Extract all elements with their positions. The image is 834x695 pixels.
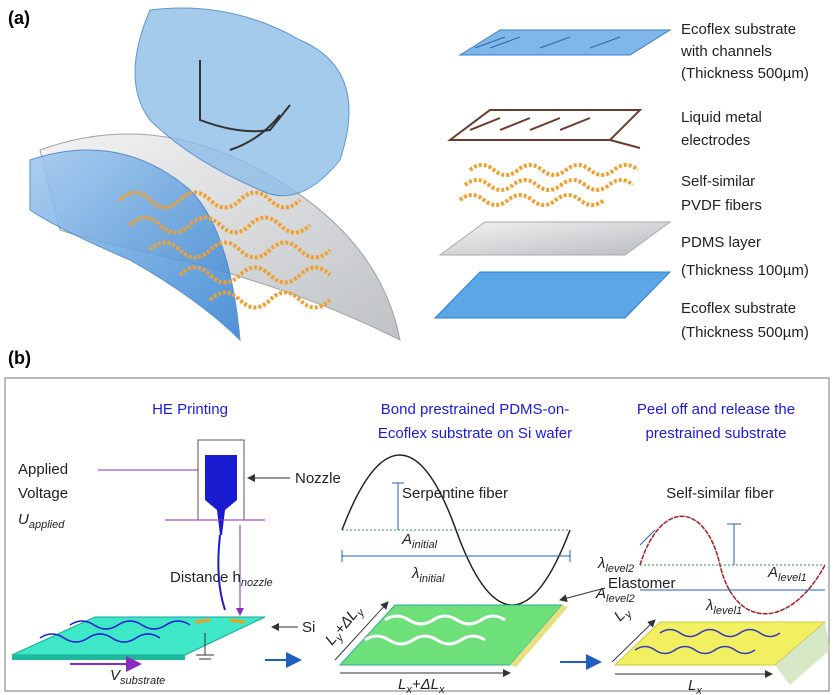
release-drawing [612,516,830,685]
layer-label: Ecoflex substrate [681,300,796,317]
label-main: λ [597,555,605,572]
label: Vsubstrate [110,667,165,687]
label-main: λ [411,565,419,582]
device-illustration [30,8,400,340]
panel-label: (a) [8,8,30,28]
label-main: L [688,677,696,694]
step-title: Ecoflex substrate on Si wafer [378,425,572,442]
label: Distance hnozzle [170,569,273,589]
panel-label: (b) [8,348,31,368]
label-sub: initial [412,539,438,551]
label: Si [302,619,315,636]
label-sub: level2 [605,563,634,575]
label-sub: initial [419,573,445,585]
layer-label: PVDF fibers [681,197,762,214]
label: λlevel1 [705,597,742,617]
step-title: HE Printing [152,401,228,418]
label: Elastomer [608,575,676,592]
label-sub: x [438,684,445,695]
label: λinitial [411,565,445,585]
label: λlevel2 [597,555,634,575]
label-main: Distance h [170,569,241,586]
label: Lx+ΔLx [398,676,445,695]
label: Ainitial [401,531,438,551]
step-title: Bond prestrained PDMS-on- [381,401,569,418]
layer-labels: Ecoflex substrate with channels (Thickne… [680,21,809,341]
label: Uapplied [18,511,65,531]
page: (a) Ecoflex substrate with channels (Thi… [0,0,834,695]
label-sub: substrate [120,675,165,687]
layer-label: Liquid metal [681,109,762,126]
layer-label: Self-similar [681,173,755,190]
label-main: A [401,531,412,548]
label: Serpentine fiber [402,485,508,502]
label: Applied [18,461,68,478]
layer-label: PDMS layer [681,234,761,251]
label-main: A [595,585,606,602]
label: Alevel1 [767,564,807,584]
label-sub: x [695,685,702,695]
layer-label: Ecoflex substrate [681,21,796,38]
layer-label: (Thickness 500µm) [681,324,809,341]
layer-stack [435,30,670,318]
label-main: U [18,511,29,528]
label-sub: nozzle [241,577,273,589]
layer-label: electrodes [681,132,750,149]
label: Self-similar fiber [666,485,774,502]
label-main: +ΔL [412,676,439,693]
layer-label: (Thickness 100µm) [681,262,809,279]
step-title: prestrained substrate [646,425,787,442]
label-sub: level1 [713,605,742,617]
label-sub: level1 [778,572,807,584]
step-title: Peel off and release the [637,401,795,418]
label: Voltage [18,485,68,502]
label-sub: level2 [606,593,635,605]
label-sub: applied [29,519,65,531]
label-main: λ [705,597,713,614]
label: Lx [688,677,702,695]
layer-label: (Thickness 500µm) [681,65,809,82]
label-main: L [398,676,406,693]
figure: (a) Ecoflex substrate with channels (Thi… [0,0,834,695]
label: Nozzle [295,470,341,487]
label: Ly [611,602,636,627]
layer-label: with channels [680,43,772,60]
label-main: A [767,564,778,581]
